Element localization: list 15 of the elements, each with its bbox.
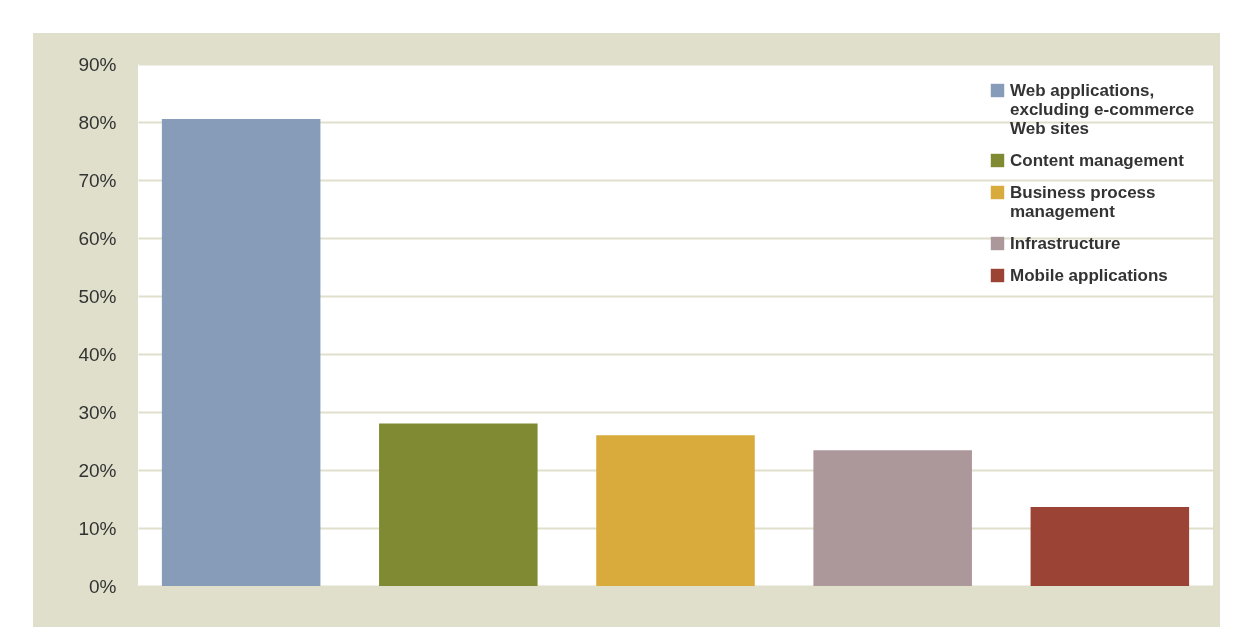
y-tick-label: 30% — [78, 401, 117, 423]
y-tick-label: 40% — [78, 343, 117, 365]
y-tick-label: 70% — [78, 169, 117, 191]
legend-label: Mobile applications — [1010, 265, 1168, 285]
y-tick-label: 90% — [78, 53, 117, 75]
y-tick-label: 80% — [78, 111, 117, 133]
legend-label: Infrastructure — [1010, 233, 1121, 253]
legend-label: Business process management — [1010, 182, 1156, 221]
y-tick-label: 60% — [78, 227, 117, 249]
legend-label: Web applications, excluding e-commerce Web sites — [1010, 80, 1195, 138]
y-tick-label: 20% — [78, 459, 117, 481]
y-tick-label: 50% — [78, 285, 117, 307]
legend-label: Content management — [1010, 150, 1185, 170]
y-tick-label: 0% — [89, 575, 117, 597]
y-tick-label: 10% — [78, 517, 117, 539]
